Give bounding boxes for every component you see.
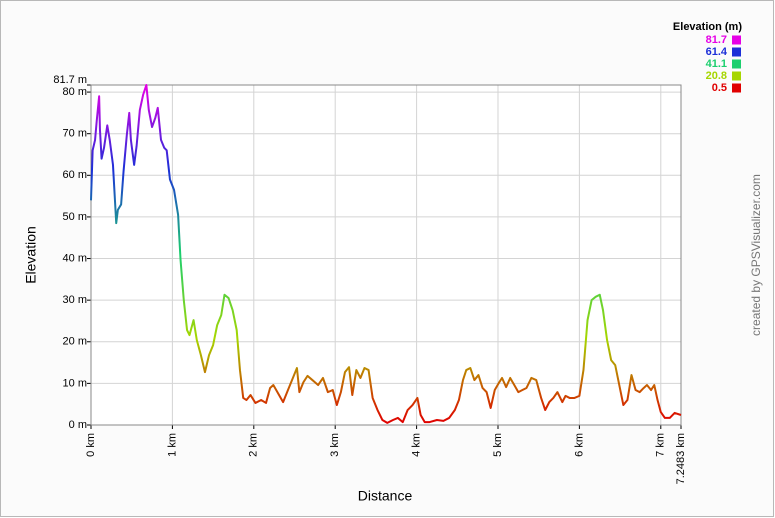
elevation-line <box>90 84 682 424</box>
x-tick-label: 1 km <box>166 433 178 457</box>
x-tick-label: 4 km <box>410 433 422 457</box>
y-tick-label: 20 m <box>63 336 87 348</box>
legend-label: 0.5 <box>712 82 727 94</box>
y-tick-label: 60 m <box>63 169 87 181</box>
plot-border <box>90 84 682 426</box>
y-tick-label: 80 m <box>63 86 87 98</box>
credit: created by GPSVisualizer.com <box>749 174 763 336</box>
x-tick-label: 2 km <box>248 433 260 457</box>
y-tick-label: 10 m <box>63 377 87 389</box>
y-axis-title: Elevation <box>23 226 39 284</box>
y-tick-label: 70 m <box>63 128 87 140</box>
y-tick-label: 40 m <box>63 252 87 264</box>
legend-label: 41.1 <box>706 58 727 70</box>
legend-swatch <box>732 83 741 93</box>
legend-swatch <box>732 59 741 69</box>
y-tick-label: 81.7 m <box>53 74 87 86</box>
y-tick-label: 50 m <box>63 211 87 223</box>
legend-swatch <box>732 71 741 81</box>
legend-swatch <box>732 35 741 45</box>
y-tick-label: 0 m <box>69 419 87 431</box>
x-tick-label: 7 km <box>655 433 667 457</box>
x-tick-label: 0 km <box>85 433 97 457</box>
legend-label: 20.8 <box>706 70 727 82</box>
legend-label: 61.4 <box>706 46 728 58</box>
x-tick-label: 5 km <box>492 433 504 457</box>
x-axis-title: Distance <box>358 488 413 504</box>
y-tick-label: 30 m <box>63 294 87 306</box>
x-tick-label: 3 km <box>329 433 341 457</box>
legend-swatch <box>732 47 741 57</box>
x-tick-label: 7.2483 km <box>675 433 687 484</box>
legend-label: 81.7 <box>706 34 727 46</box>
x-tick-label: 6 km <box>573 433 585 457</box>
legend-title: Elevation (m) <box>673 21 742 33</box>
